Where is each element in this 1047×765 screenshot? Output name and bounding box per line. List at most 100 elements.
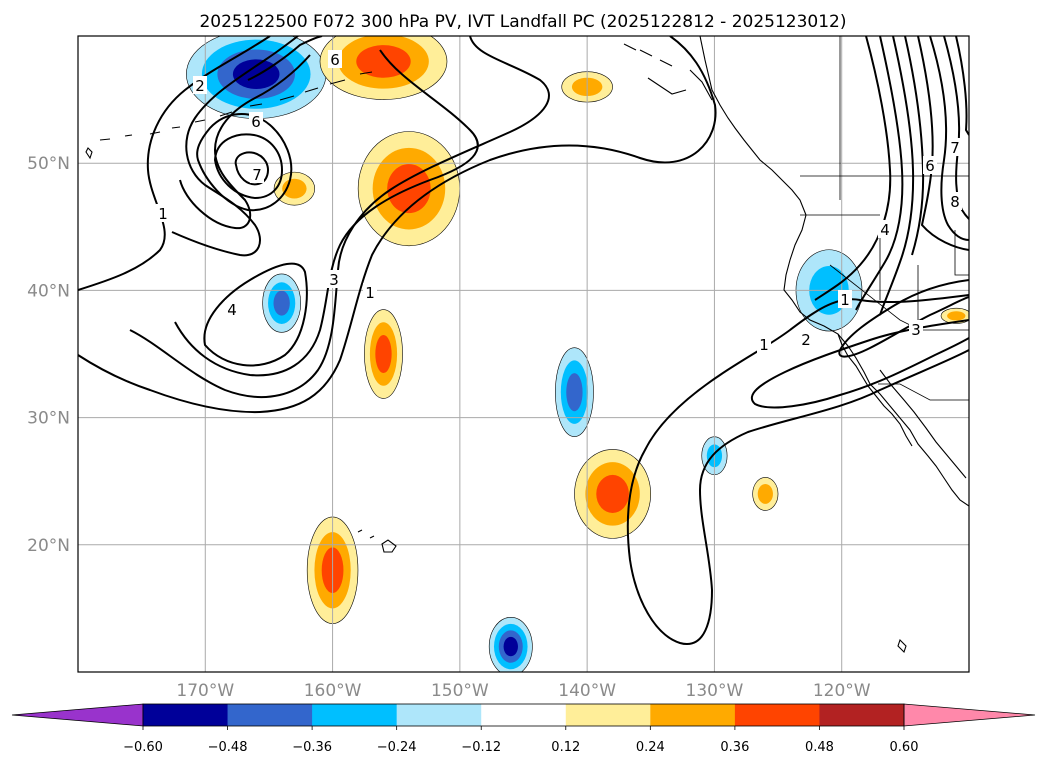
- colorbar-swatch: [312, 704, 398, 726]
- contour-label-bg: [799, 330, 813, 348]
- colorbar-swatch: [227, 704, 313, 726]
- anomaly-equatorial-neg: [488, 617, 533, 672]
- gridlines: [78, 36, 969, 672]
- pv-contour-east-9: [955, 36, 969, 136]
- pv-contour-3-west: [174, 49, 479, 377]
- anomaly-level: [596, 474, 629, 513]
- colorbar-tick-label: 0.24: [636, 740, 665, 755]
- lon-tick-label: 130°W: [686, 681, 744, 701]
- lon-tick-label: 140°W: [558, 681, 616, 701]
- contour-label: 3: [329, 271, 339, 289]
- lon-tick-label: 120°W: [813, 681, 871, 701]
- lon-tick-label: 160°W: [304, 681, 362, 701]
- contour-labels: 12346671312314678: [156, 50, 962, 354]
- colorbar-swatch: [481, 704, 567, 726]
- coastline-alaska: [699, 36, 807, 216]
- coastline-us-west: [783, 214, 969, 507]
- contour-label-bg: [249, 112, 263, 130]
- contour-label-bg: [838, 290, 852, 308]
- island-small-1: [85, 147, 93, 160]
- pv-contour-1-east: [626, 294, 969, 646]
- colorbar-swatch: [819, 704, 905, 726]
- colorbar-tick-label: −0.48: [208, 740, 248, 755]
- pv-contour-1-west: [78, 36, 717, 414]
- island-hawaii: [357, 529, 397, 553]
- contour-label-bg: [878, 220, 892, 238]
- anomaly-level: [947, 311, 966, 321]
- pv-contour-east-3: [879, 36, 915, 316]
- colorbar-tick-label: 0.36: [720, 740, 749, 755]
- pv-contour-2-east: [750, 319, 969, 409]
- map-frame: [77, 35, 970, 673]
- colorbar-swatch: [650, 704, 736, 726]
- pv-contour-3-east: [838, 279, 969, 358]
- anomaly-central-pacific-neg: [262, 273, 302, 333]
- coastline-aleutians: [99, 71, 373, 141]
- colorbar-tick-label: 0.12: [551, 740, 580, 755]
- contour-label: 1: [365, 284, 375, 302]
- colorbar-swatch: [396, 704, 482, 726]
- anomaly-subtropical-neg: [555, 347, 594, 437]
- anomaly-level: [757, 484, 773, 504]
- anomaly-level: [273, 290, 290, 316]
- coastline-baja: [837, 333, 913, 447]
- contour-label: 6: [330, 51, 340, 69]
- contour-label-bg: [909, 320, 923, 338]
- border-us-mexico: [878, 383, 969, 401]
- contour-label: 1: [840, 291, 850, 309]
- colorbar-swatch: [143, 704, 229, 726]
- contour-label: 1: [759, 336, 769, 354]
- contour-label: 2: [195, 77, 205, 95]
- contour-label: 1: [158, 205, 168, 223]
- contour-label-bg: [363, 283, 377, 301]
- lat-tick-label: 30°N: [27, 409, 70, 429]
- anomaly-level: [566, 373, 583, 412]
- contour-label: 8: [950, 193, 960, 211]
- lon-tick-label: 150°W: [431, 681, 489, 701]
- contour-label: 4: [227, 301, 237, 319]
- pv-contour-4-west: [203, 262, 308, 367]
- colorbar-tick-label: −0.12: [461, 740, 501, 755]
- anomaly-n-pacific-pos-2: [273, 171, 316, 206]
- anomaly-level: [232, 59, 280, 89]
- lat-tick-label: 40°N: [27, 281, 70, 301]
- map-area: 12346671312314678: [78, 36, 969, 672]
- contour-label: 7: [252, 166, 262, 184]
- pv-contours: [78, 36, 969, 646]
- island-small-2: [897, 638, 907, 654]
- colorbar-swatch: [734, 704, 820, 726]
- pv-contour-east-7: [929, 36, 969, 241]
- contour-label: 6: [925, 157, 935, 175]
- pv-contour-east-2: [855, 36, 904, 311]
- anomaly-level: [375, 334, 392, 374]
- contour-label-bg: [327, 270, 341, 288]
- contour-label: 2: [801, 331, 811, 349]
- lat-tick-label: 20°N: [27, 536, 70, 556]
- chart-title: 2025122500 F072 300 hPa PV, IVT Landfall…: [199, 12, 846, 32]
- colorbar: −0.60 −0.48 −0.36 −0.24 −0.12 0.12 0.24 0.36 0.4…: [11, 703, 1036, 755]
- pv-contour-1-nw: [78, 36, 271, 291]
- axis-tick-labels: 170°W 160°W 150°W 140°W 130°W 120°W 20°N 30°N 40…: [27, 154, 871, 701]
- pv-contour-east-6: [917, 36, 969, 251]
- contour-label-bg: [250, 165, 264, 183]
- contour-label-bg: [948, 192, 962, 210]
- pv-contour-2-west: [129, 36, 550, 398]
- coastlines: [85, 36, 969, 654]
- pv-contour-2-nw: [171, 36, 299, 257]
- colorbar-tick-label: −0.36: [292, 740, 332, 755]
- colorbar-tick-label: −0.24: [377, 740, 417, 755]
- contour-label-bg: [225, 300, 239, 318]
- colorbar-swatch: [565, 704, 651, 726]
- colorbar-frame: [142, 703, 905, 727]
- pv-contour-7-nw: [234, 151, 269, 186]
- contour-label-bg: [757, 335, 771, 353]
- colorbar-tick-label: −0.60: [123, 740, 163, 755]
- pv-contour-4-nw: [196, 112, 293, 212]
- contour-label-bg: [923, 156, 937, 174]
- pv-contour-6-nw: [213, 36, 323, 200]
- anomaly-great-basin-pos: [940, 307, 969, 324]
- coastline-alaska-islands: [623, 43, 713, 101]
- contour-label-bg: [328, 50, 342, 68]
- pv-contour-east-8: [943, 36, 969, 220]
